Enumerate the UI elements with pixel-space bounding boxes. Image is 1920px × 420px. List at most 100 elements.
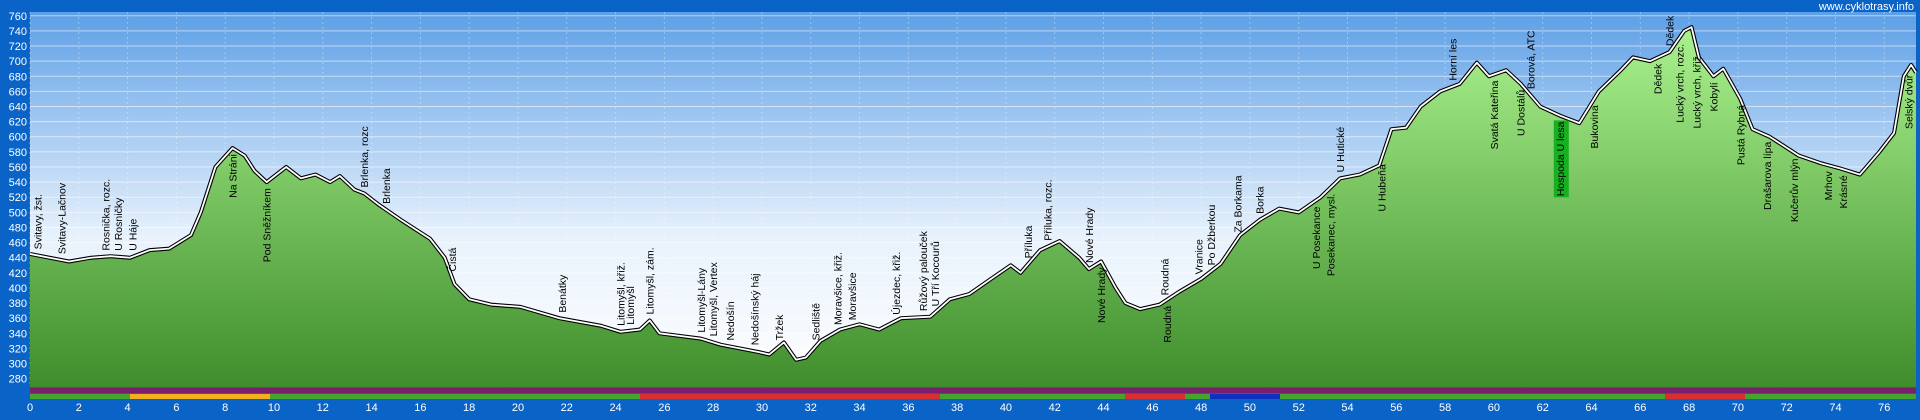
- place-label: Brlenka: [381, 168, 393, 204]
- x-tick-label: 58: [1439, 402, 1451, 414]
- place-label: Nedošínský háj: [750, 273, 762, 345]
- place-label: Moravšice: [847, 272, 859, 320]
- place-label: Borová, ATC: [1526, 30, 1538, 89]
- place-label: Lucký vrch, křiž.: [1691, 53, 1703, 128]
- y-tick-label: 700: [9, 56, 27, 68]
- x-tick-label: 54: [1341, 402, 1353, 414]
- place-label: Nové Hrady: [1084, 207, 1096, 263]
- y-tick-label: 480: [9, 222, 27, 234]
- x-tick-label: 8: [222, 402, 228, 414]
- place-label: Selský dvůr: [1904, 74, 1916, 129]
- x-tick-label: 64: [1585, 402, 1597, 414]
- x-tick-label: 62: [1537, 402, 1549, 414]
- x-tick-label: 36: [902, 402, 914, 414]
- y-tick-label: 440: [9, 253, 27, 265]
- surface-strip: [30, 394, 1916, 399]
- y-tick-label: 300: [9, 359, 27, 371]
- y-tick-label: 580: [9, 147, 27, 159]
- place-label: Za Borkama: [1233, 175, 1245, 232]
- place-label: Litomyšl, zám.: [645, 247, 657, 314]
- y-tick-label: 420: [9, 268, 27, 280]
- x-tick-label: 70: [1732, 402, 1744, 414]
- surface-strip: [130, 394, 270, 399]
- place-label: Nové Hrady: [1096, 267, 1108, 323]
- y-tick-label: 500: [9, 207, 27, 219]
- surface-strip: [30, 388, 1916, 393]
- place-label: U Háje: [127, 219, 139, 251]
- place-label: Posekanec, mysl.: [1325, 194, 1337, 276]
- x-tick-label: 4: [125, 402, 131, 414]
- surface-strip: [1125, 394, 1185, 399]
- x-tick-label: 40: [1000, 402, 1012, 414]
- place-label: Borka: [1255, 186, 1267, 214]
- x-tick-label: 12: [317, 402, 329, 414]
- place-label: Brlenka, rozc: [359, 126, 371, 187]
- y-tick-label: 400: [9, 283, 27, 295]
- x-tick-label: 76: [1878, 402, 1890, 414]
- y-tick-label: 280: [9, 374, 27, 386]
- y-tick-label: 380: [9, 298, 27, 310]
- x-tick-label: 34: [853, 402, 865, 414]
- x-tick-label: 0: [27, 402, 33, 414]
- x-tick-label: 10: [268, 402, 280, 414]
- place-label: Svatá Kateřina: [1489, 80, 1501, 149]
- x-tick-label: 48: [1195, 402, 1207, 414]
- x-tick-label: 24: [609, 402, 621, 414]
- place-label: U Posekance: [1311, 206, 1323, 269]
- place-label: Pod Sněžníkem: [262, 188, 274, 262]
- place-label: Horní les: [1447, 39, 1459, 81]
- x-tick-label: 28: [707, 402, 719, 414]
- y-tick-label: 680: [9, 71, 27, 83]
- surface-strip: [640, 394, 940, 399]
- x-tick-label: 16: [414, 402, 426, 414]
- x-tick-label: 14: [365, 402, 377, 414]
- place-label: Rosnička, rozc.: [101, 179, 113, 251]
- place-label: Litomyšl: [625, 286, 637, 325]
- place-label: Dědek: [1652, 63, 1664, 94]
- place-label: Újezdec, křiž.: [890, 252, 903, 315]
- y-tick-label: 460: [9, 238, 27, 250]
- y-tick-label: 520: [9, 192, 27, 204]
- x-tick-label: 60: [1488, 402, 1500, 414]
- place-label: Svitavy-Lačnov: [57, 182, 69, 254]
- x-tick-label: 20: [512, 402, 524, 414]
- y-tick-label: 600: [9, 132, 27, 144]
- place-label: U Hutické: [1335, 127, 1347, 173]
- y-tick-label: 560: [9, 162, 27, 174]
- place-label: Sedliště: [811, 303, 823, 341]
- y-tick-label: 660: [9, 86, 27, 98]
- y-tick-label: 340: [9, 328, 27, 340]
- place-label: Vranice: [1194, 239, 1206, 274]
- x-tick-label: 52: [1293, 402, 1305, 414]
- place-label: Kučerův mlýn: [1789, 158, 1801, 222]
- x-tick-label: 44: [1097, 402, 1109, 414]
- place-label: Svitavy, žst.: [32, 194, 44, 249]
- y-tick-label: 320: [9, 343, 27, 355]
- place-label: Příluka, rozc.: [1042, 179, 1054, 240]
- place-label: U Hubeňa: [1377, 164, 1389, 211]
- place-label: Čistá: [446, 247, 459, 271]
- place-label: Hospoda U lesa: [1555, 121, 1567, 196]
- x-tick-label: 6: [173, 402, 179, 414]
- profile-line: [29, 26, 1917, 361]
- place-label: Krásné: [1838, 175, 1850, 208]
- x-tick-label: 38: [951, 402, 963, 414]
- x-tick-label: 72: [1781, 402, 1793, 414]
- place-label: Po Džberkou: [1206, 204, 1218, 265]
- place-label: Roudná: [1162, 306, 1174, 343]
- place-label: Litomyšl, Vertex: [708, 262, 720, 337]
- y-tick-label: 740: [9, 26, 27, 38]
- x-tick-label: 42: [1049, 402, 1061, 414]
- y-tick-label: 540: [9, 177, 27, 189]
- y-tick-label: 640: [9, 102, 27, 114]
- place-label: U Tří Kocourů: [930, 241, 942, 306]
- x-tick-label: 18: [463, 402, 475, 414]
- x-tick-label: 46: [1146, 402, 1158, 414]
- place-label: Na Stráni: [228, 154, 240, 198]
- place-label: Tržek: [774, 314, 786, 341]
- y-tick-label: 760: [9, 11, 27, 23]
- place-label: U Rosničky: [113, 197, 125, 251]
- x-tick-label: 32: [805, 402, 817, 414]
- place-label: Litomyšl, křiž.: [615, 262, 627, 326]
